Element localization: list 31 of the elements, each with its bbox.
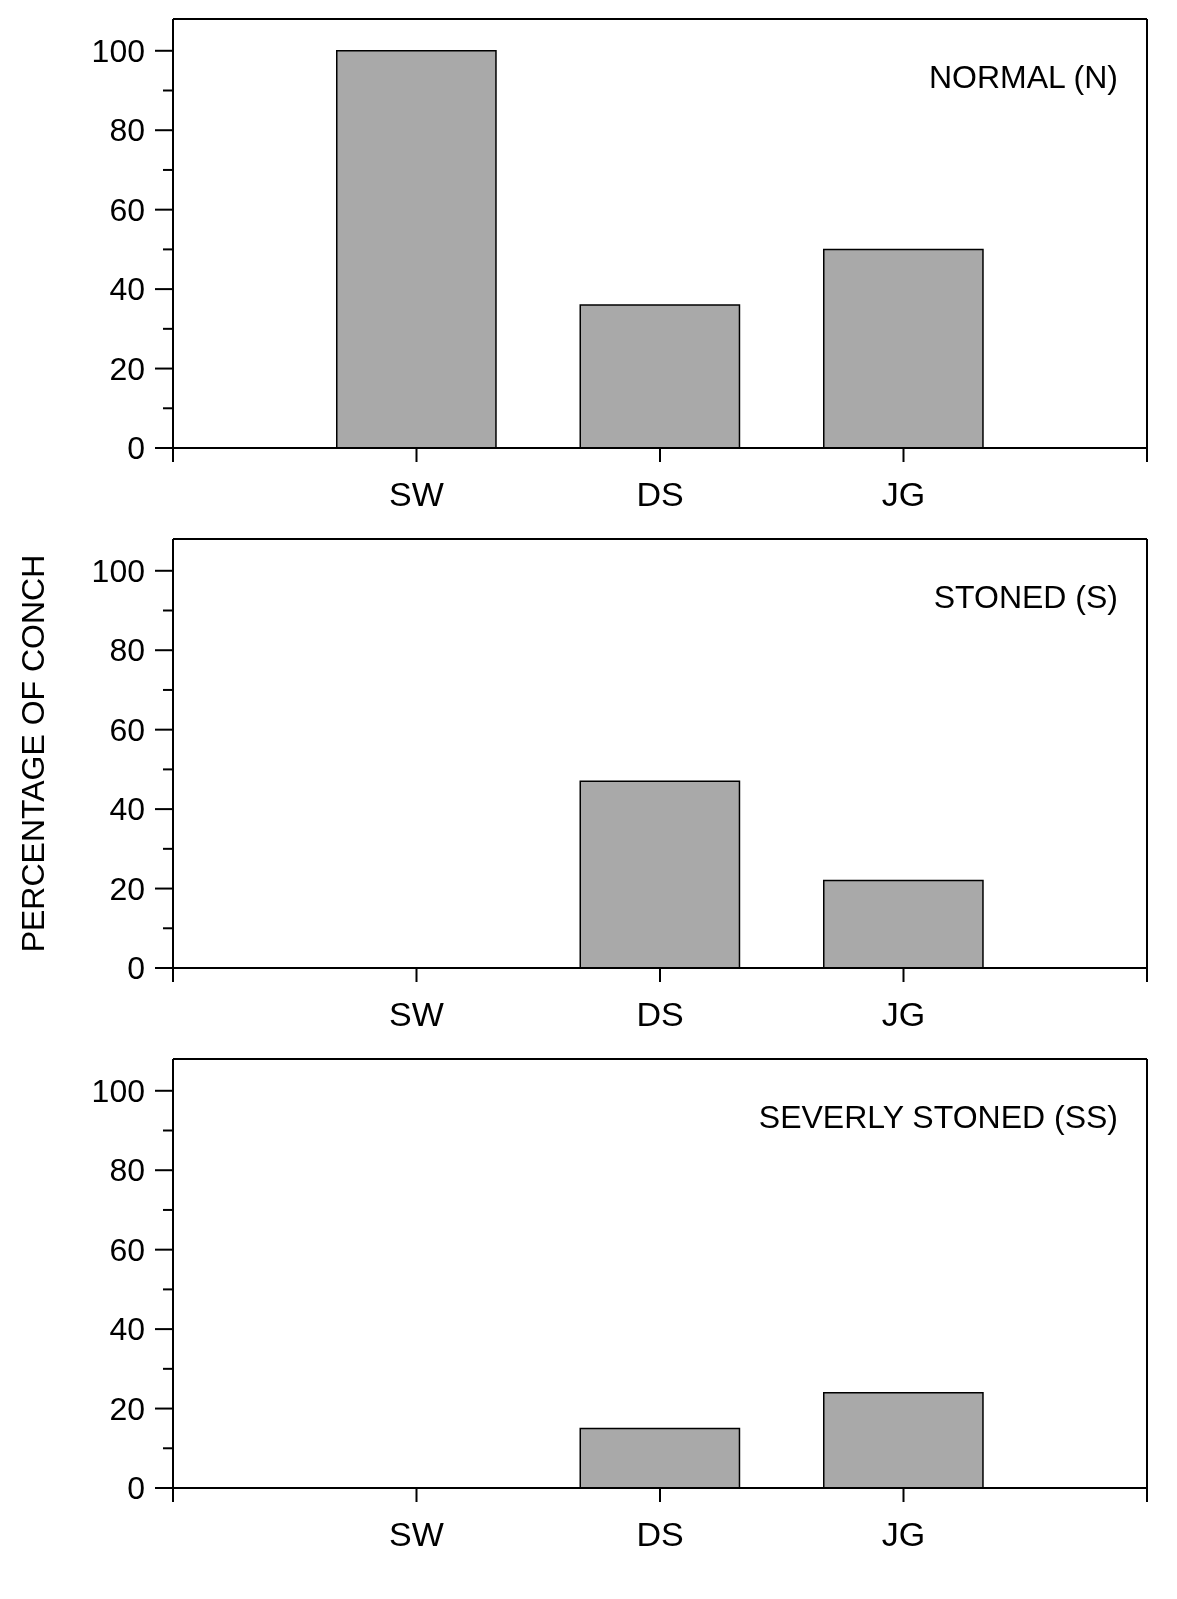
y-tick-label: 100 (91, 1072, 145, 1109)
y-tick-label: 0 (127, 430, 145, 466)
y-tick-label: 40 (109, 1311, 145, 1348)
y-tick-label: 0 (127, 950, 145, 986)
y-tick-label: 20 (109, 870, 145, 907)
y-tick-label: 0 (127, 1470, 145, 1506)
y-tick-label: 100 (91, 552, 145, 589)
x-tick-label: SW (389, 1515, 444, 1554)
y-tick-label: 60 (109, 1231, 145, 1268)
y-tick-label: 20 (109, 1390, 145, 1427)
x-tick-label: JG (881, 995, 926, 1034)
x-tick-label: DS (636, 475, 684, 514)
y-tick-label: 100 (91, 32, 145, 69)
y-tick-label: 60 (109, 711, 145, 748)
x-tick-label: DS (636, 995, 684, 1034)
y-tick-label: 20 (109, 350, 145, 387)
y-tick-label: 40 (109, 791, 145, 828)
text: NORMAL (N) (928, 59, 1118, 95)
x-tick-label: SW (389, 475, 444, 514)
y-tick-label: 40 (109, 271, 145, 308)
y-tick-label: 80 (109, 632, 145, 669)
text: STONED (S) (933, 579, 1118, 615)
y-tick-label: 80 (109, 112, 145, 149)
x-tick-label: DS (636, 1515, 684, 1554)
x-tick-label: JG (881, 475, 926, 514)
x-tick-label: JG (881, 1515, 926, 1554)
y-axis-title: PERCENTAGE OF CONCH (15, 554, 52, 953)
x-tick-label: SW (389, 995, 444, 1034)
y-tick-label: 60 (109, 191, 145, 228)
text: SEVERLY STONED (SS) (758, 1099, 1118, 1135)
y-tick-label: 80 (109, 1152, 145, 1189)
